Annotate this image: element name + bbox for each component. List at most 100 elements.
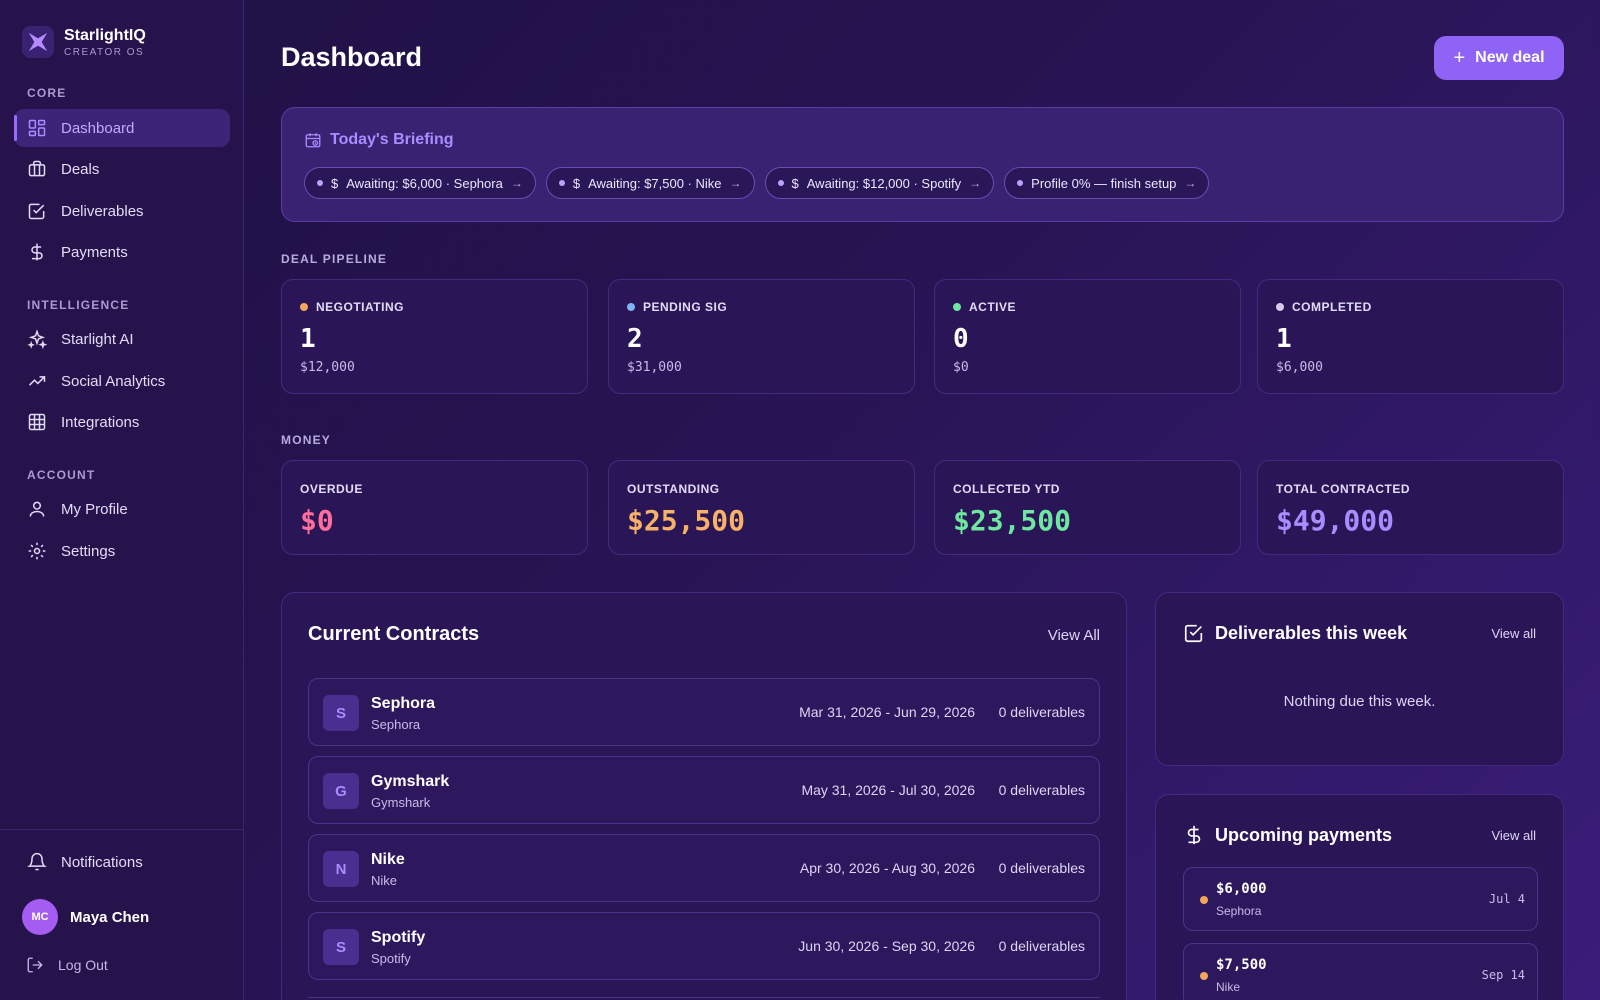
logout-label: Log Out bbox=[58, 957, 108, 973]
money-card-value: $0 bbox=[300, 504, 334, 537]
pipeline-stage-name: ACTIVE bbox=[969, 300, 1017, 314]
sidebar-item-notifications[interactable]: Notifications bbox=[14, 843, 230, 881]
pipeline-amount: $0 bbox=[953, 360, 969, 375]
new-deal-button[interactable]: + New deal bbox=[1434, 36, 1564, 80]
sidebar-item-my-profile[interactable]: My Profile bbox=[14, 490, 230, 528]
pipeline-stage: COMPLETED bbox=[1276, 300, 1372, 314]
briefing-chip-profile[interactable]: Profile 0% — finish setup → bbox=[1004, 167, 1210, 199]
sidebar-item-starlight-ai[interactable]: Starlight AI bbox=[14, 320, 230, 358]
contracts-view-all-link[interactable]: View All bbox=[1047, 627, 1100, 644]
payments-view-all-link[interactable]: View all bbox=[1491, 828, 1536, 843]
nav-section-account: ACCOUNT bbox=[27, 468, 96, 482]
chip-label: Awaiting: $12,000 · Spotify bbox=[806, 175, 962, 191]
nav-section-core: CORE bbox=[27, 86, 67, 100]
sidebar-item-deliverables[interactable]: Deliverables bbox=[14, 192, 230, 230]
pipeline-card-active[interactable]: ACTIVE 0 $0 bbox=[934, 279, 1241, 394]
upcoming-payments-panel: Upcoming payments View all $6,000 Sephor… bbox=[1155, 794, 1564, 1000]
pipeline-stage-name: NEGOTIATING bbox=[316, 300, 404, 314]
payment-brand: Nike bbox=[1216, 980, 1241, 994]
contract-dates: May 31, 2026 - Jul 30, 2026 bbox=[801, 782, 975, 798]
pipeline-stage: ACTIVE bbox=[953, 300, 1016, 314]
pipeline-count: 0 bbox=[953, 324, 969, 354]
brand-subtitle: CREATOR OS bbox=[64, 46, 145, 58]
briefing-chip-sephora[interactable]: $ Awaiting: $6,000 · Sephora → bbox=[304, 167, 536, 199]
nav-section-intelligence: INTELLIGENCE bbox=[27, 298, 130, 312]
trend-icon bbox=[28, 376, 46, 386]
sidebar-item-label: Deals bbox=[61, 160, 100, 178]
deliverables-empty-state: Nothing due this week. bbox=[1283, 693, 1436, 710]
contract-row[interactable]: S Sephora Sephora Mar 31, 2026 - Jun 29,… bbox=[308, 678, 1100, 746]
contract-brand: Gymshark bbox=[371, 795, 431, 810]
deal-pipeline-label: DEAL PIPELINE bbox=[281, 252, 388, 266]
sidebar-item-dashboard[interactable]: Dashboard bbox=[14, 109, 230, 147]
briefing-chip-nike[interactable]: $ Awaiting: $7,500 · Nike → bbox=[545, 167, 755, 199]
payment-row[interactable]: $7,500 Nike Sep 14 bbox=[1183, 943, 1538, 1000]
contract-name: Nike bbox=[371, 851, 405, 868]
sidebar-item-social-analytics[interactable]: Social Analytics bbox=[14, 362, 230, 400]
money-card-label: OUTSTANDING bbox=[627, 482, 720, 496]
pipeline-count: 1 bbox=[300, 324, 316, 354]
briefcase-icon bbox=[28, 160, 46, 177]
briefing-chips: $ Awaiting: $6,000 · Sephora → $ Awaitin… bbox=[304, 167, 1210, 199]
payment-row[interactable]: $6,000 Sephora Jul 4 bbox=[1183, 867, 1538, 931]
pipeline-card-negotiating[interactable]: NEGOTIATING 1 $12,000 bbox=[281, 279, 588, 394]
payment-amount: $7,500 bbox=[1216, 957, 1267, 973]
status-dot bbox=[1200, 972, 1208, 980]
new-deal-label: New deal bbox=[1475, 49, 1545, 66]
sidebar-item-deals[interactable]: Deals bbox=[14, 150, 230, 188]
starlight-logo-icon bbox=[22, 26, 54, 58]
money-card-collected-ytd[interactable]: COLLECTED YTD $23,500 bbox=[934, 460, 1241, 555]
money-card-total-contracted[interactable]: TOTAL CONTRACTED $49,000 bbox=[1257, 460, 1564, 555]
sidebar-item-label: Starlight AI bbox=[61, 330, 134, 348]
briefing-title-text: Today's Briefing bbox=[330, 131, 454, 148]
pipeline-count: 1 bbox=[1276, 324, 1292, 354]
bell-icon bbox=[27, 852, 47, 871]
contract-name: Spotify bbox=[371, 929, 426, 946]
status-dot bbox=[953, 303, 961, 311]
pipeline-stage-name: PENDING SIG bbox=[643, 300, 728, 314]
sidebar-item-label: Social Analytics bbox=[61, 372, 166, 390]
pipeline-amount: $12,000 bbox=[300, 360, 355, 375]
money-label: MONEY bbox=[281, 433, 332, 447]
sidebar-item-integrations[interactable]: Integrations bbox=[14, 403, 230, 441]
chip-dot bbox=[1017, 180, 1024, 186]
briefing-chip-spotify[interactable]: $ Awaiting: $12,000 · Spotify → bbox=[764, 167, 995, 199]
money-card-label: OVERDUE bbox=[300, 482, 363, 496]
deliverables-view-all-link[interactable]: View all bbox=[1491, 626, 1536, 641]
dollar-icon: $ bbox=[572, 175, 581, 191]
contract-row[interactable]: S Spotify Spotify Jun 30, 2026 - Sep 30,… bbox=[308, 912, 1100, 980]
chip-dot bbox=[317, 180, 323, 186]
sidebar-item-label: Integrations bbox=[61, 413, 140, 431]
money-card-overdue[interactable]: OVERDUE $0 bbox=[281, 460, 588, 555]
dollar-icon: $ bbox=[331, 175, 339, 191]
payment-date: Sep 14 bbox=[1481, 968, 1525, 982]
contract-name: Gymshark bbox=[371, 773, 450, 790]
brand-name: StarlightIQ bbox=[64, 26, 146, 44]
status-dot bbox=[1200, 896, 1208, 904]
status-dot bbox=[300, 303, 308, 311]
arrow-right-icon: → bbox=[510, 176, 523, 190]
pipeline-card-pending-sig[interactable]: PENDING SIG 2 $31,000 bbox=[608, 279, 915, 394]
pipeline-amount: $31,000 bbox=[627, 360, 682, 375]
brand-initial-badge: N bbox=[323, 851, 359, 887]
contract-row[interactable]: N Nike Nike Apr 30, 2026 - Aug 30, 2026 … bbox=[308, 834, 1100, 902]
sidebar-item-payments[interactable]: Payments bbox=[14, 233, 230, 271]
sidebar-item-settings[interactable]: Settings bbox=[14, 532, 230, 570]
page-title: Dashboard bbox=[281, 42, 423, 72]
logout-button[interactable]: Log Out bbox=[26, 956, 108, 974]
contract-row[interactable]: G Gymshark Gymshark May 31, 2026 - Jul 3… bbox=[308, 756, 1100, 824]
pipeline-amount: $6,000 bbox=[1276, 360, 1323, 375]
brand[interactable]: StarlightIQ CREATOR OS bbox=[22, 26, 146, 58]
contracts-title: Current Contracts bbox=[308, 623, 480, 645]
contract-brand: Spotify bbox=[371, 951, 411, 966]
money-card-outstanding[interactable]: OUTSTANDING $25,500 bbox=[608, 460, 915, 555]
contract-brand: Nike bbox=[371, 873, 398, 888]
user-profile[interactable]: MC Maya Chen bbox=[22, 899, 149, 935]
pipeline-card-completed[interactable]: COMPLETED 1 $6,000 bbox=[1257, 279, 1564, 394]
contract-dates: Jun 30, 2026 - Sep 30, 2026 bbox=[798, 938, 975, 954]
sidebar-item-label: Notifications bbox=[61, 853, 143, 871]
payments-title-text: Upcoming payments bbox=[1215, 824, 1393, 845]
contract-deliverables: 0 deliverables bbox=[998, 938, 1085, 954]
deliverables-title: Deliverables this week bbox=[1183, 622, 1407, 644]
contract-deliverables: 0 deliverables bbox=[998, 704, 1085, 720]
